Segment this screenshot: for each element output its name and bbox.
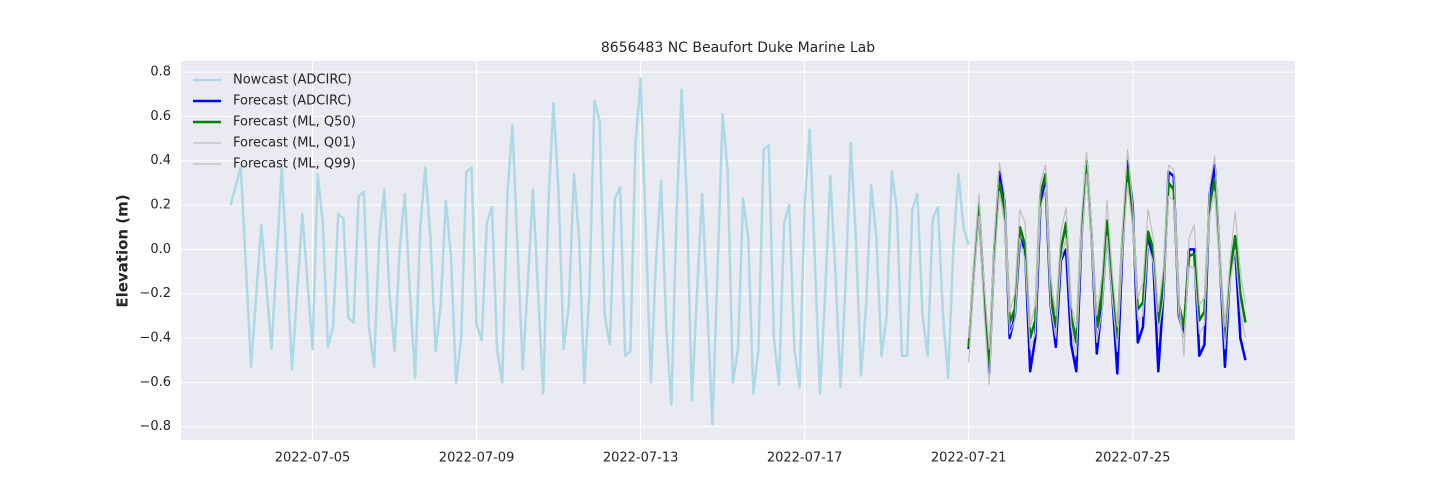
x-tick-label: 2022-07-17 bbox=[767, 451, 843, 466]
x-tick-label: 2022-07-05 bbox=[275, 451, 351, 466]
legend-label: Forecast (ML, Q01) bbox=[233, 136, 356, 151]
y-tick-label: 0.8 bbox=[150, 65, 171, 80]
legend-label: Forecast (ADCIRC) bbox=[233, 94, 352, 109]
y-tick-label: −0.6 bbox=[139, 375, 171, 390]
legend-label: Forecast (ML, Q99) bbox=[233, 157, 356, 172]
x-tick-label: 2022-07-09 bbox=[439, 451, 515, 466]
series-line bbox=[967, 159, 1247, 366]
lines bbox=[229, 77, 1247, 426]
series-line bbox=[229, 77, 970, 426]
y-axis-label: Elevation (m) bbox=[114, 194, 132, 307]
chart-title: 8656483 NC Beaufort Duke Marine Lab bbox=[601, 40, 875, 56]
legend: Nowcast (ADCIRC) Forecast (ADCIRC) Forecas… bbox=[193, 73, 356, 172]
x-tick-label: 2022-07-25 bbox=[1095, 451, 1171, 466]
series-line bbox=[968, 149, 1247, 357]
y-tick-label: 0.0 bbox=[150, 242, 171, 257]
y-tick-label: −0.8 bbox=[139, 419, 171, 434]
legend-label: Forecast (ML, Q50) bbox=[233, 115, 356, 130]
series-line bbox=[968, 173, 1247, 386]
x-tick-label: 2022-07-13 bbox=[603, 451, 679, 466]
y-tick-label: −0.2 bbox=[139, 286, 171, 301]
legend-label: Nowcast (ADCIRC) bbox=[233, 73, 352, 88]
y-tick-label: 0.4 bbox=[150, 153, 171, 168]
y-tick-label: −0.4 bbox=[139, 331, 171, 346]
y-tick-label: 0.6 bbox=[150, 109, 171, 124]
x-tick-label: 2022-07-21 bbox=[931, 451, 1007, 466]
y-tick-label: 0.2 bbox=[150, 198, 171, 213]
